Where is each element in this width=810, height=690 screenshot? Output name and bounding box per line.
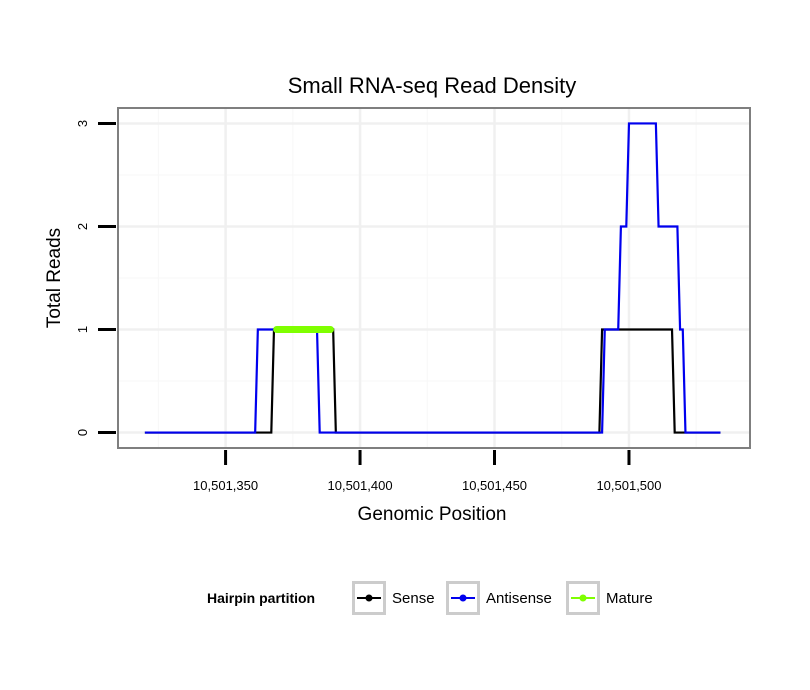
y-tick-label: 1: [75, 326, 90, 333]
grid: [118, 108, 750, 448]
legend-label-antisense: Antisense: [486, 590, 552, 607]
chart-title: Small RNA-seq Read Density: [288, 73, 577, 98]
x-tick-label: 10,501,500: [596, 478, 661, 493]
series-lines: [144, 122, 721, 434]
axes: 10,501,350 10,501,400 10,501,450 10,501,500…: [75, 120, 662, 493]
x-axis-title: Genomic Position: [358, 504, 507, 525]
plot-panel-border: [117, 107, 751, 449]
legend-key-point-sense: [365, 594, 373, 602]
legend-key-point-mature: [579, 594, 587, 602]
y-tick-label: 0: [75, 429, 90, 436]
legend-title: Hairpin partition: [207, 590, 315, 606]
y-axis-title: Total Reads: [44, 228, 65, 328]
legend: Hairpin partition Sense Antisense Mature: [207, 581, 653, 615]
x-tick-label: 10,501,450: [462, 478, 527, 493]
y-tick-label: 3: [75, 120, 90, 127]
legend-label-sense: Sense: [392, 590, 435, 607]
legend-label-mature: Mature: [606, 590, 653, 607]
x-tick-label: 10,501,350: [193, 478, 258, 493]
legend-key-point-antisense: [459, 594, 467, 602]
y-tick-label: 2: [75, 223, 90, 230]
x-tick-label: 10,501,400: [328, 478, 393, 493]
